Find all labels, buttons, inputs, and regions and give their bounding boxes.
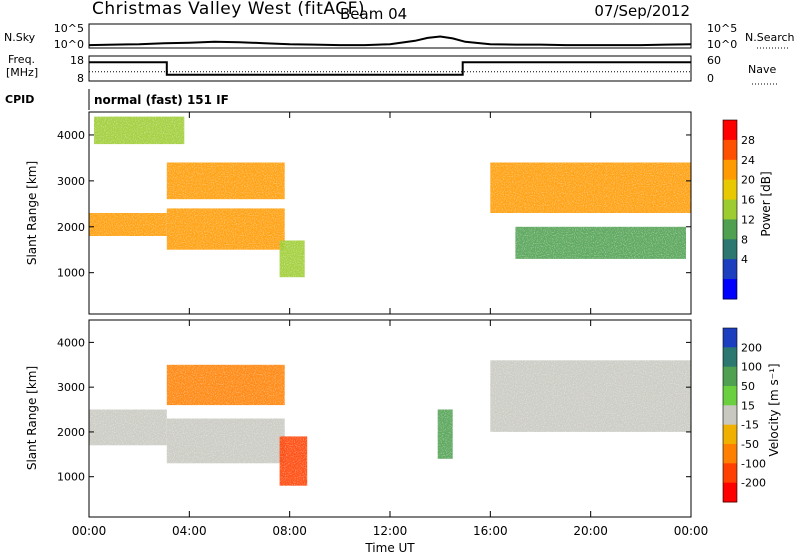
- colorbar-swatch: [723, 328, 737, 348]
- colorbar-swatch: [723, 219, 737, 240]
- colorbar-frame: [722, 119, 738, 300]
- power-ylabel: Slant Range [km]: [25, 161, 39, 265]
- colorbar-tick-label: 100: [741, 361, 762, 374]
- x-tick-label: 00:00: [674, 524, 709, 538]
- colorbar-swatch: [723, 405, 737, 426]
- colorbar-swatch: [723, 199, 737, 220]
- power-y-ticks: 1000 2000 3000 4000: [57, 129, 691, 280]
- colorbar-swatch: [723, 347, 737, 368]
- y-tick-label: 1000: [57, 471, 85, 484]
- colorbar-tick-label: -50: [741, 438, 759, 451]
- colorbar-tick-label: 15: [741, 399, 755, 412]
- echo-grain: [89, 320, 691, 517]
- freq-tick-bottom: 8: [77, 72, 84, 85]
- colorbar-swatch: [723, 366, 737, 387]
- y-tick-label: 3000: [57, 175, 85, 188]
- x-tick-label: 12:00: [373, 524, 408, 538]
- cpid-label: CPID: [5, 93, 34, 106]
- colorbar-swatch: [723, 159, 737, 181]
- x-axis-label: Time UT: [364, 541, 415, 554]
- nave-label: Nave: [748, 63, 776, 76]
- y-tick-label: 4000: [57, 129, 85, 142]
- x-tick-label: 16:00: [473, 524, 508, 538]
- noise-series-line: [88, 35, 692, 47]
- power-echo-layer: [89, 112, 691, 314]
- colorbar-tick-label: 16: [741, 194, 755, 207]
- colorbar-swatch: [723, 424, 737, 445]
- colorbar-tick-label: 20: [741, 174, 755, 187]
- freq-label-line2: [MHz]: [6, 66, 38, 79]
- nsky-tick-bottom: 10^0: [54, 38, 84, 51]
- x-tick-label: 00:00: [72, 524, 107, 538]
- beam-label: Beam 04: [340, 5, 407, 23]
- x-tick-label: 04:00: [172, 524, 207, 538]
- y-tick-label: 4000: [57, 336, 85, 349]
- power-colorbar-label: Power [dB]: [759, 171, 773, 236]
- velocity-ylabel: Slant Range [km]: [25, 366, 39, 470]
- colorbar-tick-label: 24: [741, 154, 755, 167]
- colorbar-swatch: [723, 386, 737, 406]
- freq-panel-frame: [88, 55, 692, 82]
- noise-panel-frame: [88, 23, 692, 49]
- y-tick-label: 2000: [57, 221, 85, 234]
- date-label: 07/Sep/2012: [594, 2, 690, 20]
- colorbar-tick-label: 4: [741, 253, 748, 266]
- colorbar-swatch: [723, 120, 737, 141]
- x-tick-label: 08:00: [272, 524, 307, 538]
- y-tick-label: 3000: [57, 381, 85, 394]
- colorbar-swatch: [723, 239, 737, 260]
- colorbar-tick-label: 50: [741, 380, 755, 393]
- freq-label-line1: Freq.: [8, 53, 35, 66]
- nsky-label: N.Sky: [4, 31, 36, 44]
- colorbar-tick-label: -100: [741, 457, 766, 470]
- colorbar-frame: [722, 327, 738, 503]
- x-tick-label: 20:00: [573, 524, 608, 538]
- velocity-echo-layer: [89, 320, 691, 517]
- velocity-y-ticks: 1000 2000 3000 4000: [57, 336, 691, 484]
- freq-series-line: [89, 61, 691, 76]
- colorbar-swatch: [723, 179, 737, 201]
- colorbar-swatch: [723, 482, 737, 503]
- x-axis-ticks: 00:00 04:00 08:00 12:00 16:00 20:00 00:00: [72, 112, 709, 538]
- velocity-colorbar-label: Velocity [m s⁻¹]: [767, 363, 781, 456]
- colorbar-tick-label: -200: [741, 477, 766, 490]
- colorbar-swatch: [723, 259, 737, 280]
- colorbar-tick-label: 200: [741, 341, 762, 354]
- nsearch-tick-bottom: 10^0: [707, 38, 737, 51]
- colorbar-tick-label: 8: [741, 233, 748, 246]
- colorbar-swatch: [723, 444, 737, 464]
- y-tick-label: 1000: [57, 267, 85, 280]
- nave-tick-bottom: 0: [707, 72, 714, 85]
- colorbar-swatch: [723, 279, 737, 300]
- colorbar-tick-label: 12: [741, 213, 755, 226]
- y-tick-label: 2000: [57, 426, 85, 439]
- nave-tick-top: 60: [707, 54, 721, 67]
- colorbar-swatch: [723, 139, 737, 161]
- power-colorbar: 28 24 20 16 12 8 4: [722, 119, 755, 300]
- cpid-value: normal (fast) 151 IF: [94, 93, 229, 107]
- nsearch-label: N.Search: [745, 31, 795, 44]
- echo-grain: [89, 112, 691, 314]
- nsearch-tick-top: 10^5: [707, 22, 737, 35]
- colorbar-swatch: [723, 463, 737, 484]
- freq-tick-top: 18: [70, 54, 84, 67]
- velocity-colorbar: 200 100 50 15 -15 -50 -100 -200: [722, 327, 766, 503]
- colorbar-tick-label: 28: [741, 134, 755, 147]
- colorbar-tick-label: -15: [741, 419, 759, 432]
- station-title: Christmas Valley West (fitACF): [92, 0, 365, 19]
- nsky-tick-top: 10^5: [54, 22, 84, 35]
